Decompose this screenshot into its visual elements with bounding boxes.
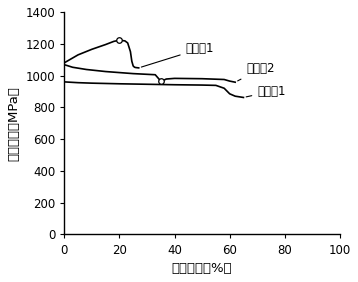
Text: 对比例1: 对比例1 (246, 85, 286, 98)
X-axis label: 工程应变（%）: 工程应变（%） (172, 262, 232, 275)
Text: 实施例1: 实施例1 (141, 42, 214, 67)
Text: 对比例2: 对比例2 (238, 62, 275, 81)
Y-axis label: 工程应力（MPa）: 工程应力（MPa） (7, 86, 20, 161)
